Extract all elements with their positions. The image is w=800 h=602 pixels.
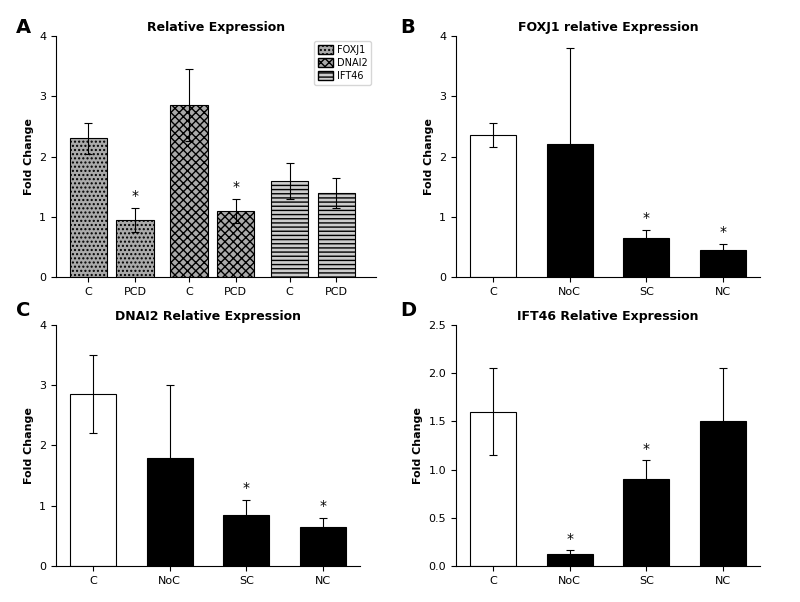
Bar (70, 138, 107, 277)
Y-axis label: Fold Change: Fold Change (423, 118, 434, 195)
Title: FOXJ1 relative Expression: FOXJ1 relative Expression (518, 20, 698, 34)
Text: *: * (566, 532, 573, 545)
Text: *: * (643, 442, 650, 456)
Text: D: D (400, 301, 416, 320)
Text: C: C (16, 301, 30, 320)
Bar (223, 515, 270, 566)
Bar (271, 181, 309, 277)
Bar (117, 220, 154, 277)
Bar (70, 394, 116, 566)
Bar (700, 421, 746, 566)
Bar (300, 527, 346, 566)
Y-axis label: Fold Change: Fold Change (23, 118, 34, 195)
Bar (623, 479, 670, 566)
Y-axis label: Fold Change: Fold Change (413, 407, 423, 484)
Text: *: * (132, 189, 138, 203)
Bar (318, 193, 355, 277)
Text: *: * (232, 180, 239, 194)
Text: *: * (243, 481, 250, 495)
Title: Relative Expression: Relative Expression (147, 20, 285, 34)
Text: *: * (720, 225, 726, 239)
Bar (217, 211, 254, 277)
Bar (700, 250, 746, 277)
Bar (623, 238, 670, 277)
Bar (546, 554, 593, 566)
Y-axis label: Fold Change: Fold Change (23, 407, 34, 484)
Bar (470, 412, 516, 566)
Bar (170, 105, 208, 277)
Bar (470, 135, 516, 277)
Text: *: * (643, 211, 650, 225)
Bar (146, 458, 193, 566)
Title: IFT46 Relative Expression: IFT46 Relative Expression (518, 309, 698, 323)
Text: B: B (400, 18, 414, 37)
Text: *: * (320, 499, 326, 513)
Title: DNAI2 Relative Expression: DNAI2 Relative Expression (115, 309, 301, 323)
Text: A: A (16, 18, 31, 37)
Legend: FOXJ1, DNAI2, IFT46: FOXJ1, DNAI2, IFT46 (314, 41, 371, 85)
Bar (546, 144, 593, 277)
